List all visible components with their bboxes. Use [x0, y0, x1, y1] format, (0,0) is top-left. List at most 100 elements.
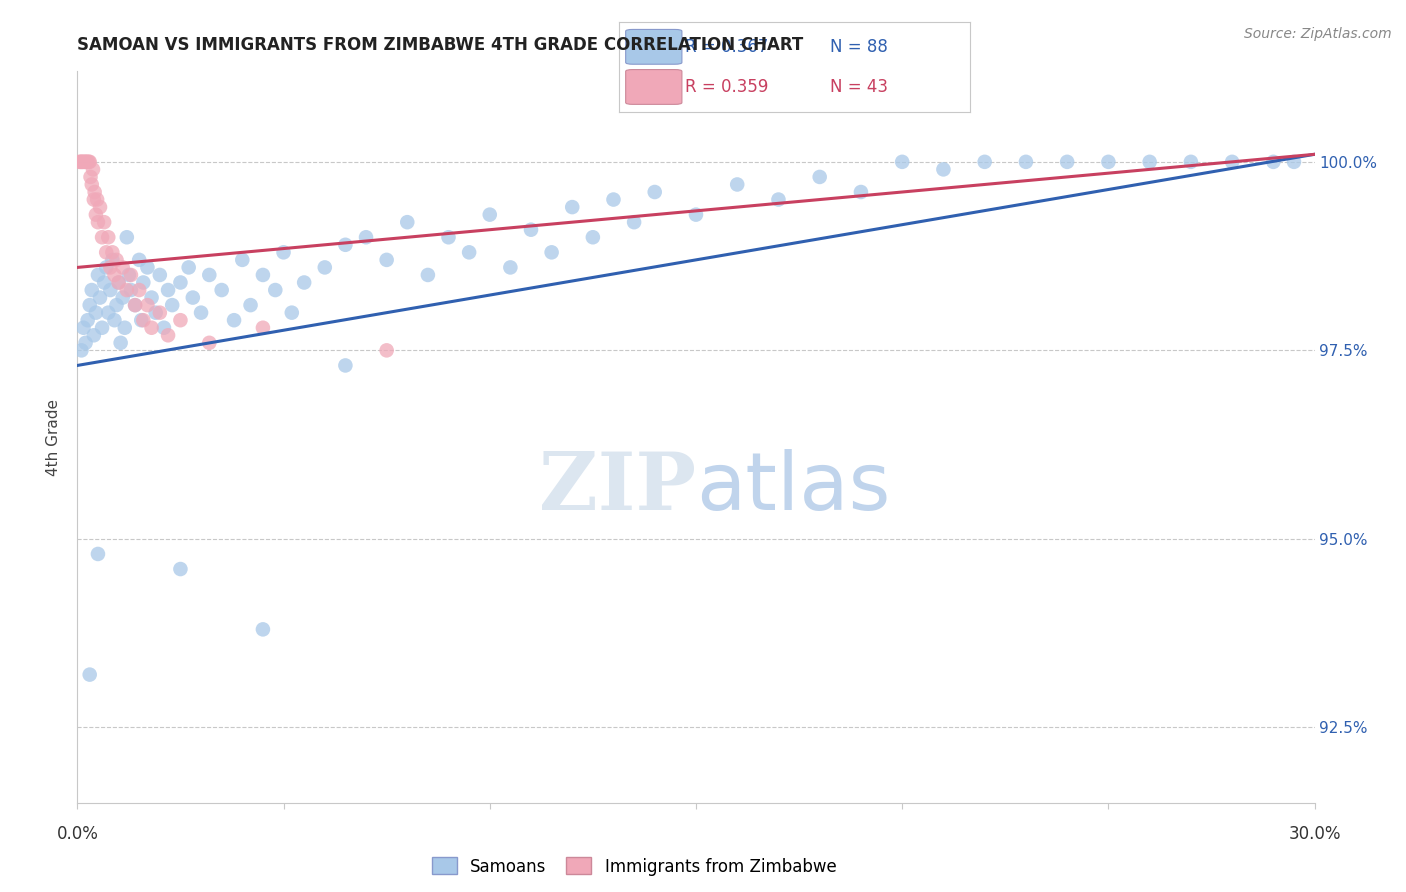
Point: [75, 154, 97, 169]
Point: [110, 335, 132, 350]
Point: [177, 260, 200, 275]
Point: [111, 291, 134, 305]
Point: [70, 343, 93, 358]
Point: [149, 306, 172, 320]
Point: [120, 283, 142, 297]
Point: [335, 237, 357, 252]
Point: [169, 313, 191, 327]
Point: [314, 260, 336, 275]
Point: [115, 230, 138, 244]
Point: [128, 283, 150, 297]
Point: [97, 306, 120, 320]
Point: [602, 193, 624, 207]
Point: [98, 283, 121, 297]
Point: [1180, 154, 1202, 169]
Point: [252, 268, 274, 282]
Point: [101, 252, 124, 267]
Point: [111, 260, 134, 275]
Point: [115, 283, 138, 297]
Point: [1282, 154, 1305, 169]
FancyBboxPatch shape: [626, 70, 682, 104]
Point: [103, 313, 125, 327]
Text: N = 88: N = 88: [830, 38, 887, 56]
Point: [281, 306, 304, 320]
Point: [105, 252, 128, 267]
Point: [84, 208, 107, 222]
Point: [416, 268, 439, 282]
Text: Source: ZipAtlas.com: Source: ZipAtlas.com: [1244, 27, 1392, 41]
Point: [169, 562, 191, 576]
Point: [83, 328, 105, 343]
Point: [80, 178, 103, 192]
Point: [132, 313, 155, 327]
Point: [1097, 154, 1119, 169]
Point: [86, 193, 108, 207]
Point: [375, 343, 398, 358]
Point: [80, 283, 103, 297]
Point: [76, 154, 98, 169]
Point: [335, 359, 357, 373]
Point: [725, 178, 748, 192]
Text: R = 0.359: R = 0.359: [686, 78, 769, 95]
Point: [98, 260, 121, 275]
Point: [561, 200, 583, 214]
Point: [83, 185, 105, 199]
Point: [1139, 154, 1161, 169]
Point: [69, 154, 91, 169]
Point: [96, 245, 118, 260]
Point: [239, 298, 262, 312]
Point: [93, 276, 115, 290]
Point: [458, 245, 481, 260]
Point: [141, 320, 163, 334]
Point: [157, 283, 180, 297]
Point: [891, 154, 914, 169]
Point: [93, 215, 115, 229]
Point: [644, 185, 666, 199]
Point: [437, 230, 460, 244]
Point: [222, 313, 245, 327]
Point: [89, 200, 111, 214]
Point: [118, 268, 141, 282]
Point: [499, 260, 522, 275]
Point: [77, 154, 100, 169]
Text: R = 0.367: R = 0.367: [686, 38, 769, 56]
Point: [375, 252, 398, 267]
Point: [72, 154, 94, 169]
Point: [73, 154, 96, 169]
Text: SAMOAN VS IMMIGRANTS FROM ZIMBABWE 4TH GRADE CORRELATION CHART: SAMOAN VS IMMIGRANTS FROM ZIMBABWE 4TH G…: [77, 36, 804, 54]
Point: [211, 283, 233, 297]
Point: [87, 547, 110, 561]
Point: [114, 320, 136, 334]
Text: 30.0%: 30.0%: [1288, 825, 1341, 844]
Point: [190, 306, 212, 320]
Point: [72, 154, 94, 169]
Point: [1220, 154, 1243, 169]
Text: 0.0%: 0.0%: [56, 825, 98, 844]
Point: [153, 320, 176, 334]
Point: [132, 276, 155, 290]
Point: [973, 154, 995, 169]
Legend: Samoans, Immigrants from Zimbabwe: Samoans, Immigrants from Zimbabwe: [425, 851, 844, 882]
Point: [157, 328, 180, 343]
Point: [1263, 154, 1285, 169]
Text: ZIP: ZIP: [538, 450, 696, 527]
Point: [84, 306, 107, 320]
Point: [932, 162, 955, 177]
Point: [120, 268, 142, 282]
Point: [87, 268, 110, 282]
Point: [79, 667, 101, 681]
Point: [124, 298, 146, 312]
Point: [103, 268, 125, 282]
Point: [252, 623, 274, 637]
Point: [91, 320, 114, 334]
Point: [808, 169, 831, 184]
Point: [181, 291, 204, 305]
Point: [160, 298, 183, 312]
Point: [82, 162, 104, 177]
Point: [141, 291, 163, 305]
Point: [198, 335, 221, 350]
Y-axis label: 4th Grade: 4th Grade: [46, 399, 62, 475]
Point: [89, 291, 111, 305]
Point: [75, 154, 97, 169]
Point: [105, 298, 128, 312]
